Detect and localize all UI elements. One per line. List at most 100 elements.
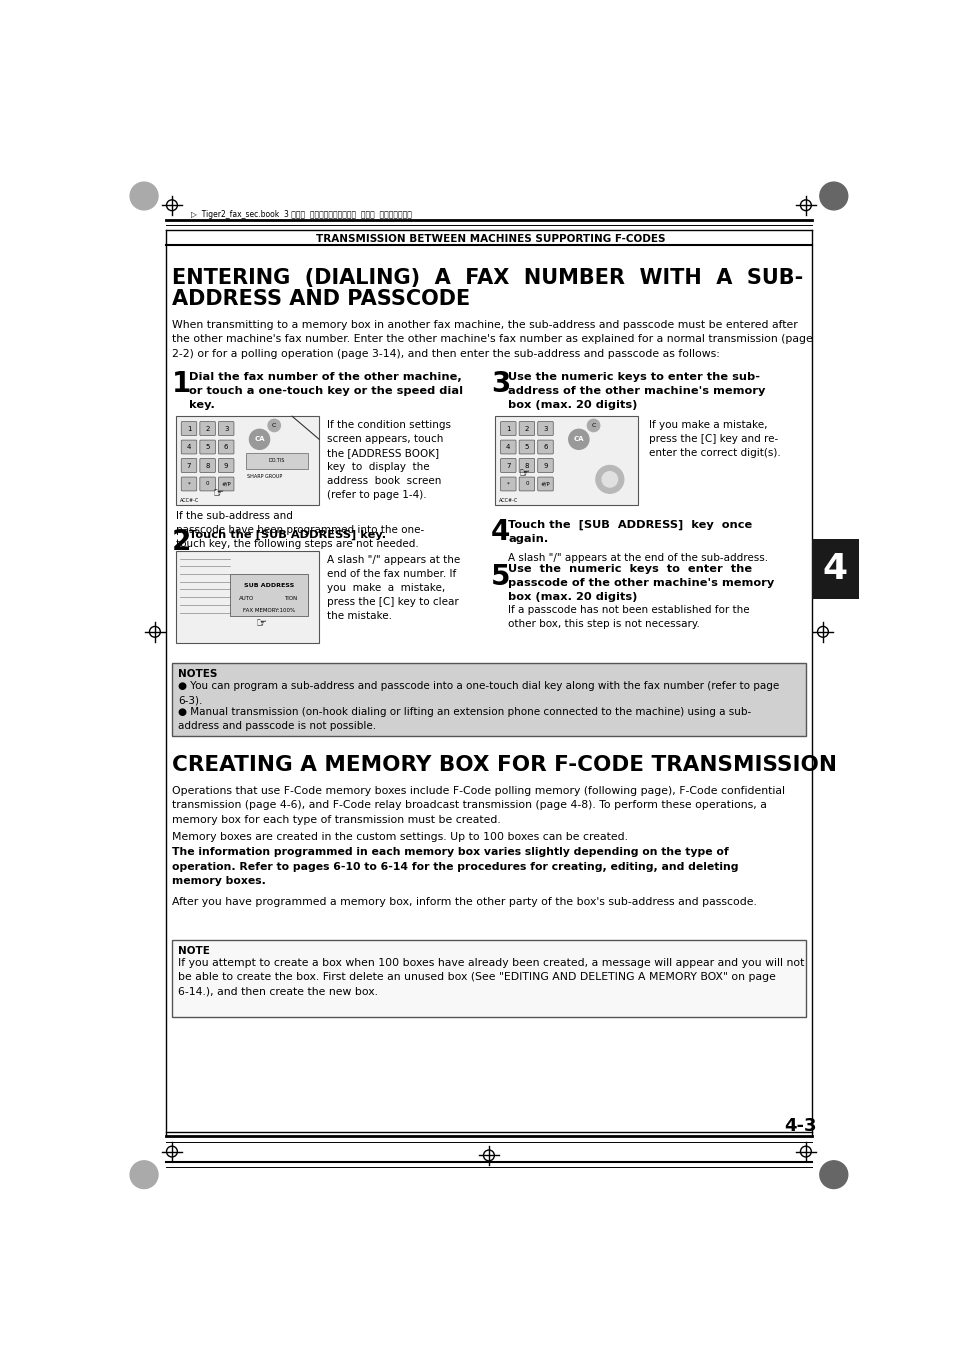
- Text: CREATING A MEMORY BOX FOR F-CODE TRANSMISSION: CREATING A MEMORY BOX FOR F-CODE TRANSMI…: [172, 755, 836, 775]
- FancyBboxPatch shape: [500, 477, 516, 490]
- Text: CA: CA: [573, 436, 583, 442]
- FancyBboxPatch shape: [500, 440, 516, 454]
- FancyBboxPatch shape: [199, 440, 215, 454]
- Text: *: *: [188, 481, 191, 486]
- Circle shape: [130, 182, 158, 209]
- FancyBboxPatch shape: [518, 458, 534, 473]
- Text: Use the numeric keys to enter the sub-
address of the other machine's memory
box: Use the numeric keys to enter the sub- a…: [508, 372, 765, 409]
- Text: C: C: [591, 423, 595, 428]
- FancyBboxPatch shape: [199, 477, 215, 490]
- Text: 2: 2: [172, 528, 192, 555]
- Bar: [172, 662, 805, 736]
- Text: *: *: [506, 481, 509, 486]
- Text: C: C: [272, 423, 276, 428]
- Text: ADDRESS AND PASSCODE: ADDRESS AND PASSCODE: [172, 289, 470, 309]
- Text: ACC#-C: ACC#-C: [179, 499, 199, 504]
- Text: 4: 4: [821, 553, 847, 586]
- FancyBboxPatch shape: [218, 440, 233, 454]
- FancyBboxPatch shape: [518, 422, 534, 435]
- FancyBboxPatch shape: [181, 440, 196, 454]
- Text: 1: 1: [505, 426, 510, 431]
- Circle shape: [596, 466, 623, 493]
- Text: A slash "/" appears at the
end of the fax number. If
you  make  a  mistake,
pres: A slash "/" appears at the end of the fa…: [327, 555, 459, 621]
- FancyBboxPatch shape: [218, 458, 233, 473]
- Bar: [495, 416, 638, 505]
- Text: 3: 3: [491, 370, 510, 399]
- Text: A slash "/" appears at the end of the sub-address.: A slash "/" appears at the end of the su…: [508, 553, 767, 562]
- Text: 1: 1: [172, 370, 191, 399]
- Text: ☞: ☞: [213, 486, 224, 500]
- Text: #/P: #/P: [221, 481, 231, 486]
- Text: 0: 0: [524, 481, 528, 486]
- FancyBboxPatch shape: [537, 422, 553, 435]
- Text: 3: 3: [224, 426, 228, 431]
- Text: If the condition settings
screen appears, touch
the [ADDRESS BOOK]
key  to  disp: If the condition settings screen appears…: [327, 420, 451, 500]
- Text: 7: 7: [187, 462, 191, 469]
- Text: 0: 0: [206, 481, 209, 486]
- Text: 4: 4: [491, 517, 510, 546]
- Text: TRANSMISSION BETWEEN MACHINES SUPPORTING F-CODES: TRANSMISSION BETWEEN MACHINES SUPPORTING…: [316, 234, 665, 245]
- Text: ▷  Tiger2_fax_sec.book  3 ページ  ２００４年９月１６日  木曜日  午前８時５３分: ▷ Tiger2_fax_sec.book 3 ページ ２００４年９月１６日 木…: [191, 209, 411, 219]
- Circle shape: [249, 430, 270, 450]
- Text: Memory boxes are created in the custom settings. Up to 100 boxes can be created.: Memory boxes are created in the custom s…: [172, 832, 627, 842]
- Text: 4-3: 4-3: [783, 1117, 816, 1135]
- Text: When transmitting to a memory box in another fax machine, the sub-address and pa: When transmitting to a memory box in ano…: [172, 320, 812, 359]
- Bar: [811, 539, 858, 600]
- Text: Touch the  [SUB  ADDRESS]  key  once
again.: Touch the [SUB ADDRESS] key once again.: [508, 519, 752, 543]
- FancyBboxPatch shape: [181, 422, 196, 435]
- FancyBboxPatch shape: [518, 440, 534, 454]
- Text: If the sub-address and
passcode have been programmed into the one-
touch key, th: If the sub-address and passcode have bee…: [175, 511, 424, 549]
- FancyBboxPatch shape: [199, 422, 215, 435]
- Circle shape: [268, 419, 280, 431]
- Text: 5: 5: [205, 444, 210, 450]
- Text: 6: 6: [542, 444, 547, 450]
- Circle shape: [587, 419, 599, 431]
- Text: 6: 6: [224, 444, 228, 450]
- FancyBboxPatch shape: [537, 458, 553, 473]
- Circle shape: [819, 1161, 847, 1189]
- Text: 5: 5: [491, 562, 510, 590]
- Text: If you attempt to create a box when 100 boxes have already been created, a messa: If you attempt to create a box when 100 …: [178, 958, 803, 996]
- Text: After you have programmed a memory box, inform the other party of the box's sub-: After you have programmed a memory box, …: [172, 897, 756, 908]
- Text: CA: CA: [254, 436, 265, 442]
- Text: Use  the  numeric  keys  to  enter  the
passcode of the other machine's memory
b: Use the numeric keys to enter the passco…: [508, 565, 774, 603]
- Text: NOTE: NOTE: [178, 946, 210, 957]
- Circle shape: [819, 182, 847, 209]
- Circle shape: [601, 471, 617, 488]
- Text: Touch the [SUB ADDRESS] key.: Touch the [SUB ADDRESS] key.: [189, 530, 386, 539]
- Text: SUB ADDRESS: SUB ADDRESS: [243, 584, 294, 588]
- Text: 2: 2: [205, 426, 210, 431]
- FancyBboxPatch shape: [537, 440, 553, 454]
- Text: Operations that use F-Code memory boxes include F-Code polling memory (following: Operations that use F-Code memory boxes …: [172, 786, 784, 824]
- Bar: [245, 453, 307, 469]
- Text: #/P: #/P: [540, 481, 550, 486]
- Text: The information programmed in each memory box varies slightly depending on the t: The information programmed in each memor…: [172, 847, 738, 886]
- Text: NOTES: NOTES: [178, 669, 217, 678]
- FancyBboxPatch shape: [218, 422, 233, 435]
- FancyBboxPatch shape: [500, 422, 516, 435]
- FancyBboxPatch shape: [199, 458, 215, 473]
- FancyBboxPatch shape: [181, 458, 196, 473]
- Text: 2: 2: [524, 426, 529, 431]
- Text: ACC#-C: ACC#-C: [498, 499, 517, 504]
- Text: 4: 4: [187, 444, 191, 450]
- Text: 5: 5: [524, 444, 529, 450]
- Text: 8: 8: [205, 462, 210, 469]
- Text: ENTERING  (DIALING)  A  FAX  NUMBER  WITH  A  SUB-: ENTERING (DIALING) A FAX NUMBER WITH A S…: [172, 269, 802, 288]
- FancyBboxPatch shape: [500, 458, 516, 473]
- Circle shape: [568, 430, 588, 450]
- Bar: [175, 551, 319, 643]
- Text: FAX MEMORY:100%: FAX MEMORY:100%: [242, 608, 294, 613]
- Text: ☞: ☞: [255, 617, 267, 631]
- Text: 9: 9: [224, 462, 228, 469]
- Text: 7: 7: [505, 462, 510, 469]
- Text: 4: 4: [506, 444, 510, 450]
- Text: ● Manual transmission (on-hook dialing or lifting an extension phone connected t: ● Manual transmission (on-hook dialing o…: [178, 707, 751, 731]
- FancyBboxPatch shape: [518, 477, 534, 490]
- Text: ● You can program a sub-address and passcode into a one-touch dial key along wit: ● You can program a sub-address and pass…: [178, 681, 779, 705]
- FancyBboxPatch shape: [537, 477, 553, 490]
- Bar: [172, 940, 805, 1017]
- Circle shape: [130, 1161, 158, 1189]
- Text: 9: 9: [542, 462, 547, 469]
- FancyBboxPatch shape: [218, 477, 233, 490]
